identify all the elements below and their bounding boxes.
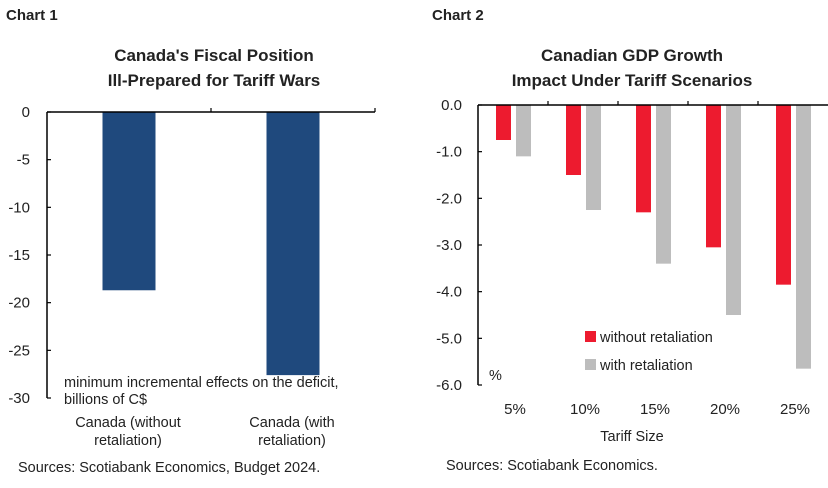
- y-tick-label: -2.0: [436, 190, 462, 207]
- x-tick-label: 25%: [780, 401, 810, 418]
- y-tick-label: -6.0: [436, 377, 462, 394]
- legend-swatch-without-retaliation: [585, 331, 596, 342]
- chart2-source: Sources: Scotiabank Economics.: [446, 458, 658, 474]
- chart1-source: Sources: Scotiabank Economics, Budget 20…: [18, 460, 320, 476]
- x-tick-label: 10%: [570, 401, 600, 418]
- chart1-xtick-label: retaliation): [258, 433, 326, 449]
- bar-without-retaliation-15%: [636, 105, 651, 213]
- y-tick-label: -30: [8, 390, 30, 407]
- bar-0: [102, 112, 156, 291]
- y-tick-label: 0.0: [441, 97, 462, 114]
- chart1-title-line1: Canada's Fiscal Position: [114, 46, 314, 65]
- y-tick-label: 0: [22, 104, 30, 121]
- bar-without-retaliation-5%: [496, 105, 511, 140]
- chart1-annotation-line2: billions of C$: [64, 392, 147, 408]
- y-tick-label: -5: [17, 152, 30, 169]
- bar-without-retaliation-25%: [776, 105, 791, 285]
- chart1-header: Chart 1: [6, 7, 58, 24]
- x-tick-label: 5%: [504, 401, 526, 418]
- chart2-header: Chart 2: [432, 7, 484, 24]
- y-tick-label: -15: [8, 247, 30, 264]
- legend-label-with-retaliation: with retaliation: [599, 358, 693, 374]
- bar-with-retaliation-25%: [796, 105, 811, 369]
- chart2-title-line2: Impact Under Tariff Scenarios: [512, 71, 753, 90]
- chart1-annotation-line1: minimum incremental effects on the defic…: [64, 375, 339, 391]
- y-tick-label: -3.0: [436, 237, 462, 254]
- bar-without-retaliation-10%: [566, 105, 581, 175]
- chart1-title-line2: Ill-Prepared for Tariff Wars: [108, 71, 321, 90]
- legend-swatch-with-retaliation: [585, 359, 596, 370]
- bar-1: [266, 112, 320, 376]
- legend-label-without-retaliation: without retaliation: [599, 330, 713, 346]
- chart2-ylabel: %: [489, 368, 502, 384]
- x-tick-label: 20%: [710, 401, 740, 418]
- x-tick-label: 15%: [640, 401, 670, 418]
- bar-with-retaliation-15%: [656, 105, 671, 264]
- chart2-xlabel: Tariff Size: [600, 429, 663, 445]
- bar-with-retaliation-10%: [586, 105, 601, 210]
- y-tick-label: -4.0: [436, 284, 462, 301]
- chart1-xtick-label: Canada (with: [249, 415, 334, 431]
- chart2-title-line1: Canadian GDP Growth: [541, 46, 723, 65]
- chart1-xtick-label: retaliation): [94, 433, 162, 449]
- bar-without-retaliation-20%: [706, 105, 721, 248]
- bar-with-retaliation-20%: [726, 105, 741, 315]
- y-tick-label: -1.0: [436, 144, 462, 161]
- bar-with-retaliation-5%: [516, 105, 531, 157]
- y-tick-label: -5.0: [436, 330, 462, 347]
- y-tick-label: -25: [8, 342, 30, 359]
- y-tick-label: -10: [8, 199, 30, 216]
- chart1-xtick-label: Canada (without: [75, 415, 181, 431]
- y-tick-label: -20: [8, 295, 30, 312]
